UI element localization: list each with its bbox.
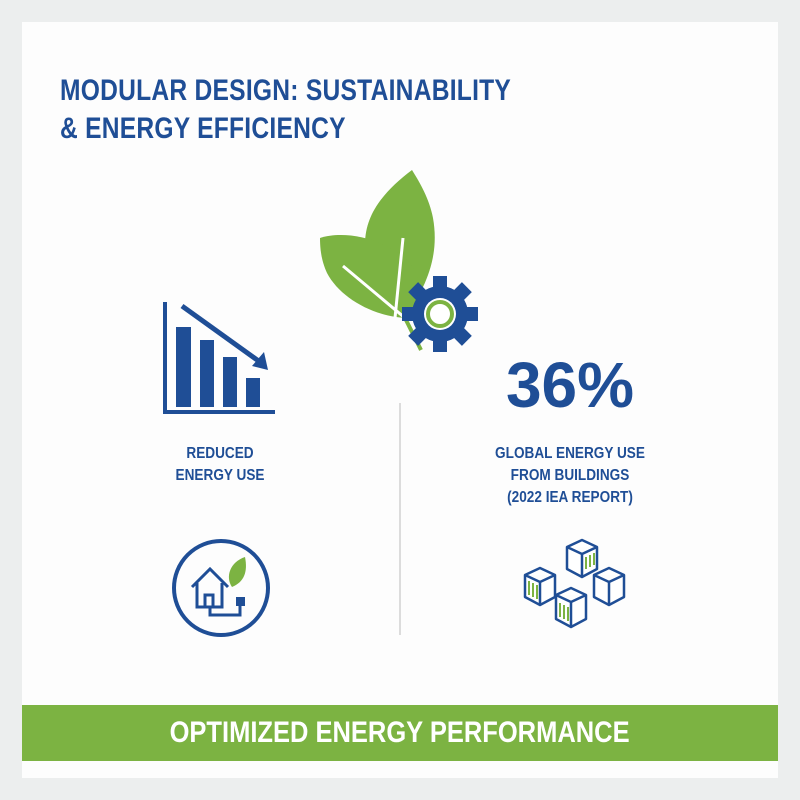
- banner-text: OPTIMIZED ENERGY PERFORMANCE: [169, 716, 630, 749]
- page-title: MODULAR DESIGN: SUSTAINABILITY & ENERGY …: [60, 72, 511, 148]
- bar-chart-down-icon: [163, 302, 275, 414]
- reduced-energy-label: REDUCED ENERGY USE: [161, 443, 280, 487]
- stat-value: 36%: [505, 349, 635, 421]
- label-line: (2022 IEA REPORT): [507, 489, 633, 506]
- house-leaf-plug-icon: [172, 539, 270, 637]
- label-line: GLOBAL ENERGY USE: [495, 445, 645, 462]
- title-line-1: MODULAR DESIGN: SUSTAINABILITY: [60, 74, 512, 107]
- leaf-gear-icon: [320, 170, 478, 352]
- divider: [399, 403, 401, 635]
- footer-banner: OPTIMIZED ENERGY PERFORMANCE: [22, 705, 778, 761]
- modular-cubes-icon: [523, 538, 626, 629]
- label-line: REDUCED: [186, 445, 254, 462]
- label-line: FROM BUILDINGS: [510, 467, 630, 484]
- infographic-card: [22, 22, 778, 778]
- title-line-2: & ENERGY EFFICIENCY: [60, 112, 346, 145]
- label-line: ENERGY USE: [175, 467, 265, 484]
- global-energy-label: GLOBAL ENERGY USE FROM BUILDINGS (2022 I…: [494, 443, 647, 509]
